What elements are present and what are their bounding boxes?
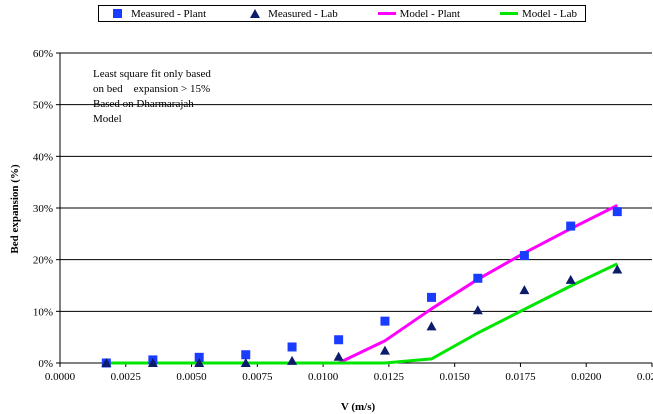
y-tick-label: 20% bbox=[33, 255, 53, 267]
data-point-triangle bbox=[147, 358, 158, 367]
legend-item-model-lab: Model - Lab bbox=[500, 8, 577, 20]
y-tick-label: 0% bbox=[38, 358, 53, 370]
y-tick-label: 60% bbox=[33, 48, 53, 60]
legend-label: Measured - Lab bbox=[268, 7, 338, 20]
legend-label: Measured - Plant bbox=[131, 7, 207, 20]
annotation-line: Model bbox=[93, 113, 122, 125]
legend-line-icon bbox=[500, 8, 519, 19]
x-tick-label: 0.0175 bbox=[505, 371, 536, 383]
legend-line-icon bbox=[377, 8, 396, 19]
data-point-triangle bbox=[240, 358, 251, 367]
data-point-triangle bbox=[333, 351, 344, 361]
data-point-triangle bbox=[519, 285, 530, 295]
x-tick-label: 0.0000 bbox=[45, 371, 76, 383]
legend-label: Model - Lab bbox=[522, 7, 577, 20]
legend-item-measured-lab: Measured - Lab bbox=[246, 8, 338, 20]
data-point-triangle bbox=[101, 358, 112, 367]
annotation-line: Least square fit only based bbox=[93, 68, 211, 80]
legend-label: Model - Plant bbox=[399, 7, 461, 20]
data-point-square bbox=[380, 316, 390, 326]
data-point-square bbox=[241, 350, 251, 360]
x-tick-label: 0.0150 bbox=[440, 371, 471, 383]
y-tick-label: 30% bbox=[33, 203, 53, 215]
data-point-triangle bbox=[287, 355, 298, 365]
x-axis-label: V (m/s) bbox=[341, 401, 376, 413]
data-point-square bbox=[287, 342, 297, 352]
data-point-triangle bbox=[472, 305, 483, 315]
legend-item-model-plant: Model - Plant bbox=[377, 7, 461, 20]
tick-labels: 0% 10% 20% 30% 40% 50% 60% 0.0000 0.0025 0.0050 0.… bbox=[33, 48, 653, 383]
x-tick-label: 0.0125 bbox=[374, 371, 405, 383]
data-point-square bbox=[473, 273, 483, 283]
data-point-triangle bbox=[565, 274, 576, 284]
x-tick-label: 0.0075 bbox=[242, 371, 273, 383]
x-tick-label: 0.0025 bbox=[111, 371, 142, 383]
y-tick-label: 50% bbox=[33, 100, 53, 112]
data-point-square bbox=[519, 251, 529, 261]
data-point-triangle bbox=[612, 264, 623, 274]
data-point-square bbox=[427, 292, 437, 302]
y-tick-label: 40% bbox=[33, 151, 53, 163]
series-line-model-lab bbox=[106, 262, 618, 365]
series-line-model-plant bbox=[106, 204, 618, 365]
chart-annotation: Least square fit only based on bed expan… bbox=[93, 67, 211, 127]
x-tick-label: 0.0100 bbox=[308, 371, 339, 383]
data-point-square bbox=[334, 335, 344, 345]
legend-square-marker-icon bbox=[109, 8, 127, 19]
data-point-square bbox=[566, 221, 576, 231]
x-tick-label: 0.0050 bbox=[176, 371, 207, 383]
annotation-line: on bed expansion > 15% bbox=[93, 83, 211, 95]
data-point-square bbox=[194, 352, 204, 362]
series-lines bbox=[106, 204, 618, 365]
legend-item-measured-plant: Measured - Plant bbox=[109, 8, 206, 20]
x-tick-label: 0.0225 bbox=[637, 371, 653, 383]
data-point-triangle bbox=[379, 345, 390, 355]
legend-triangle-marker-icon bbox=[246, 8, 264, 19]
data-point-triangle bbox=[426, 321, 437, 331]
data-point-triangle bbox=[194, 358, 205, 367]
series-markers bbox=[101, 207, 623, 368]
x-tick-label: 0.0200 bbox=[571, 371, 602, 383]
y-tick-label: 10% bbox=[33, 306, 53, 318]
y-axis-label: Bed expansion (%) bbox=[9, 164, 21, 254]
data-point-square bbox=[612, 207, 622, 217]
chart-legend: Measured - Plant Measured - Lab Model - … bbox=[98, 5, 586, 22]
annotation-line: Based on Dharmarajah bbox=[93, 98, 194, 110]
